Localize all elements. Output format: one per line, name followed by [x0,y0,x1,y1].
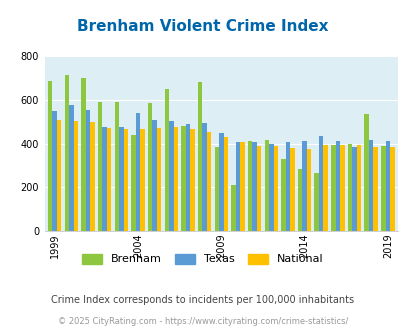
Bar [385,141,389,231]
Bar [90,122,94,231]
Bar [273,146,277,231]
Bar [197,82,202,231]
Bar [202,123,207,231]
Bar [85,110,90,231]
Bar [380,146,385,231]
Bar [318,136,323,231]
Bar [98,102,102,231]
Bar [240,143,244,231]
Bar [230,185,235,231]
Bar [156,128,161,231]
Bar [290,148,294,231]
Bar [140,129,144,231]
Bar [297,169,302,231]
Bar [52,111,57,231]
Bar [256,146,261,231]
Bar [164,89,168,231]
Bar [135,113,140,231]
Bar [168,120,173,231]
Bar [123,129,128,231]
Bar [64,75,69,231]
Bar [335,141,339,231]
Bar [347,144,352,231]
Bar [131,135,135,231]
Bar [190,129,194,231]
Bar [356,145,360,231]
Bar [364,114,368,231]
Bar [285,143,290,231]
Bar [235,143,240,231]
Bar [114,102,119,231]
Bar [73,120,78,231]
Bar [102,127,107,231]
Text: Brenham Violent Crime Index: Brenham Violent Crime Index [77,19,328,34]
Bar [306,149,311,231]
Bar [247,141,252,231]
Text: © 2025 CityRating.com - https://www.cityrating.com/crime-statistics/: © 2025 CityRating.com - https://www.city… [58,317,347,326]
Bar [223,137,228,231]
Bar [218,133,223,231]
Bar [373,147,377,231]
Bar [314,173,318,231]
Bar [339,145,344,231]
Bar [214,147,218,231]
Bar [352,147,356,231]
Bar [302,141,306,231]
Bar [207,132,211,231]
Bar [152,119,156,231]
Bar [173,127,178,231]
Bar [323,145,327,231]
Text: Crime Index corresponds to incidents per 100,000 inhabitants: Crime Index corresponds to incidents per… [51,295,354,305]
Bar [181,126,185,231]
Bar [81,78,85,231]
Bar [389,147,394,231]
Bar [264,140,269,231]
Legend: Brenham, Texas, National: Brenham, Texas, National [78,249,327,269]
Bar [69,105,73,231]
Bar [57,119,61,231]
Bar [269,144,273,231]
Bar [48,81,52,231]
Bar [368,140,373,231]
Bar [147,103,152,231]
Bar [252,143,256,231]
Bar [185,124,190,231]
Bar [119,127,123,231]
Bar [281,159,285,231]
Bar [107,128,111,231]
Bar [330,145,335,231]
